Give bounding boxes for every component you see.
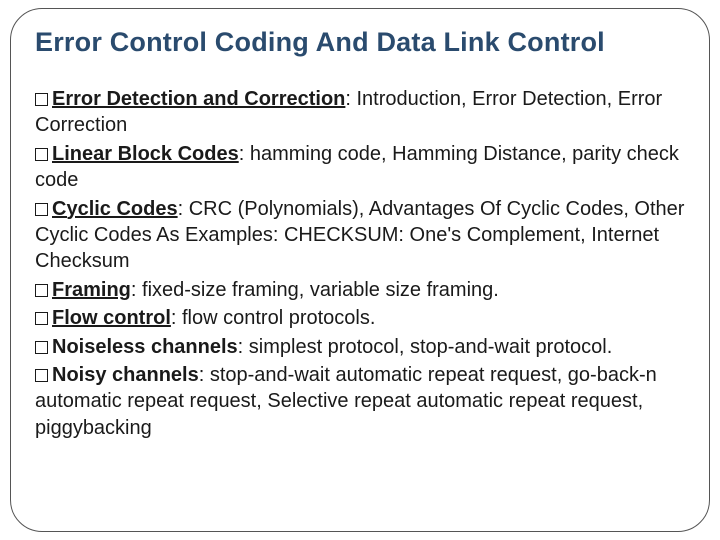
bullet-description: : simplest protocol, stop-and-wait proto… [238,336,613,358]
bullet-topic: Noisy channels [52,364,199,386]
bullet-item: Noiseless channels: simplest protocol, s… [35,334,685,360]
slide-frame: Error Control Coding And Data Link Contr… [10,8,710,532]
bullet-topic: Linear Block Codes [52,143,239,165]
bullet-item: Noisy channels: stop-and-wait automatic … [35,362,685,441]
bullet-topic: Noiseless channels [52,336,238,358]
square-bullet-icon [35,93,48,106]
square-bullet-icon [35,203,48,216]
bullet-topic: Error Detection and Correction [52,88,345,110]
square-bullet-icon [35,369,48,382]
bullet-item: Cyclic Codes: CRC (Polynomials), Advanta… [35,196,685,275]
bullet-list: Error Detection and Correction: Introduc… [35,86,685,441]
bullet-topic: Cyclic Codes [52,198,178,220]
square-bullet-icon [35,284,48,297]
bullet-item: Framing: fixed-size framing, variable si… [35,277,685,303]
slide-title: Error Control Coding And Data Link Contr… [35,27,685,58]
bullet-item: Linear Block Codes: hamming code, Hammin… [35,141,685,194]
bullet-item: Flow control: flow control protocols. [35,305,685,331]
bullet-description: : flow control protocols. [171,307,376,329]
bullet-item: Error Detection and Correction: Introduc… [35,86,685,139]
bullet-topic: Framing [52,279,131,301]
bullet-description: : fixed-size framing, variable size fram… [131,279,499,301]
square-bullet-icon [35,148,48,161]
bullet-topic: Flow control [52,307,171,329]
square-bullet-icon [35,312,48,325]
square-bullet-icon [35,341,48,354]
